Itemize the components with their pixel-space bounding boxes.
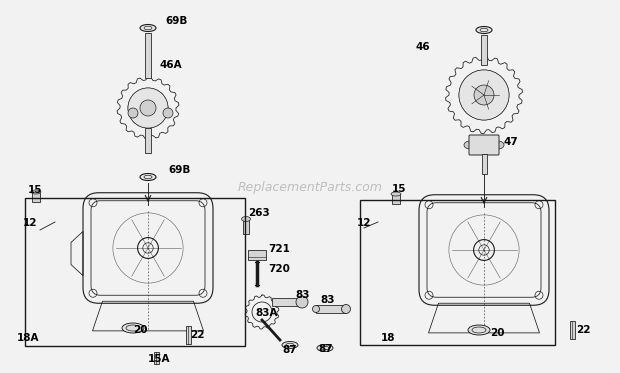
Text: 83: 83: [295, 290, 309, 300]
Circle shape: [296, 296, 308, 308]
Ellipse shape: [140, 25, 156, 31]
Text: 15A: 15A: [148, 354, 171, 364]
Bar: [272, 298, 302, 306]
Circle shape: [140, 100, 156, 116]
Bar: [360, 200, 555, 345]
Ellipse shape: [391, 192, 401, 196]
Ellipse shape: [242, 216, 250, 222]
Text: 18A: 18A: [17, 333, 39, 343]
Text: 263: 263: [248, 208, 270, 218]
Text: 721: 721: [268, 244, 290, 254]
Ellipse shape: [312, 305, 319, 313]
Bar: [185, 326, 190, 344]
Text: 83: 83: [320, 295, 335, 305]
Bar: [32, 192, 40, 202]
Text: 83A: 83A: [255, 308, 278, 318]
FancyBboxPatch shape: [469, 135, 499, 155]
Bar: [482, 154, 487, 174]
Text: 46: 46: [415, 42, 430, 52]
Bar: [481, 35, 487, 65]
Bar: [392, 194, 400, 204]
Bar: [570, 321, 575, 339]
Text: 720: 720: [268, 264, 290, 274]
Text: 18: 18: [381, 333, 396, 343]
Text: 20: 20: [133, 325, 148, 335]
Text: 22: 22: [576, 325, 590, 335]
Bar: [243, 220, 249, 234]
Ellipse shape: [282, 342, 298, 348]
Text: 47: 47: [503, 137, 518, 147]
Text: 12: 12: [356, 218, 371, 228]
Bar: [145, 33, 151, 78]
Ellipse shape: [492, 141, 504, 149]
Ellipse shape: [317, 345, 333, 351]
Circle shape: [474, 85, 494, 105]
Text: 46A: 46A: [160, 60, 183, 70]
Bar: [25, 198, 245, 346]
Ellipse shape: [464, 141, 476, 149]
Bar: [154, 352, 159, 364]
Ellipse shape: [342, 304, 350, 313]
Text: ReplacementParts.com: ReplacementParts.com: [237, 182, 383, 194]
Circle shape: [128, 108, 138, 118]
Text: 87: 87: [318, 344, 332, 354]
Text: 15: 15: [392, 184, 407, 194]
Bar: [145, 128, 151, 153]
Ellipse shape: [476, 26, 492, 34]
Text: 15: 15: [28, 185, 43, 195]
Circle shape: [163, 108, 173, 118]
Text: 20: 20: [490, 328, 505, 338]
Text: 22: 22: [190, 330, 205, 340]
Bar: [248, 250, 266, 260]
Text: 87: 87: [282, 345, 296, 355]
Ellipse shape: [31, 190, 41, 194]
Bar: [316, 305, 346, 313]
Ellipse shape: [140, 173, 156, 181]
Circle shape: [459, 70, 509, 120]
Circle shape: [128, 88, 168, 128]
Text: 69B: 69B: [168, 165, 190, 175]
Text: 69B: 69B: [165, 16, 187, 26]
Text: 12: 12: [23, 218, 37, 228]
Ellipse shape: [122, 323, 144, 333]
Ellipse shape: [468, 325, 490, 335]
